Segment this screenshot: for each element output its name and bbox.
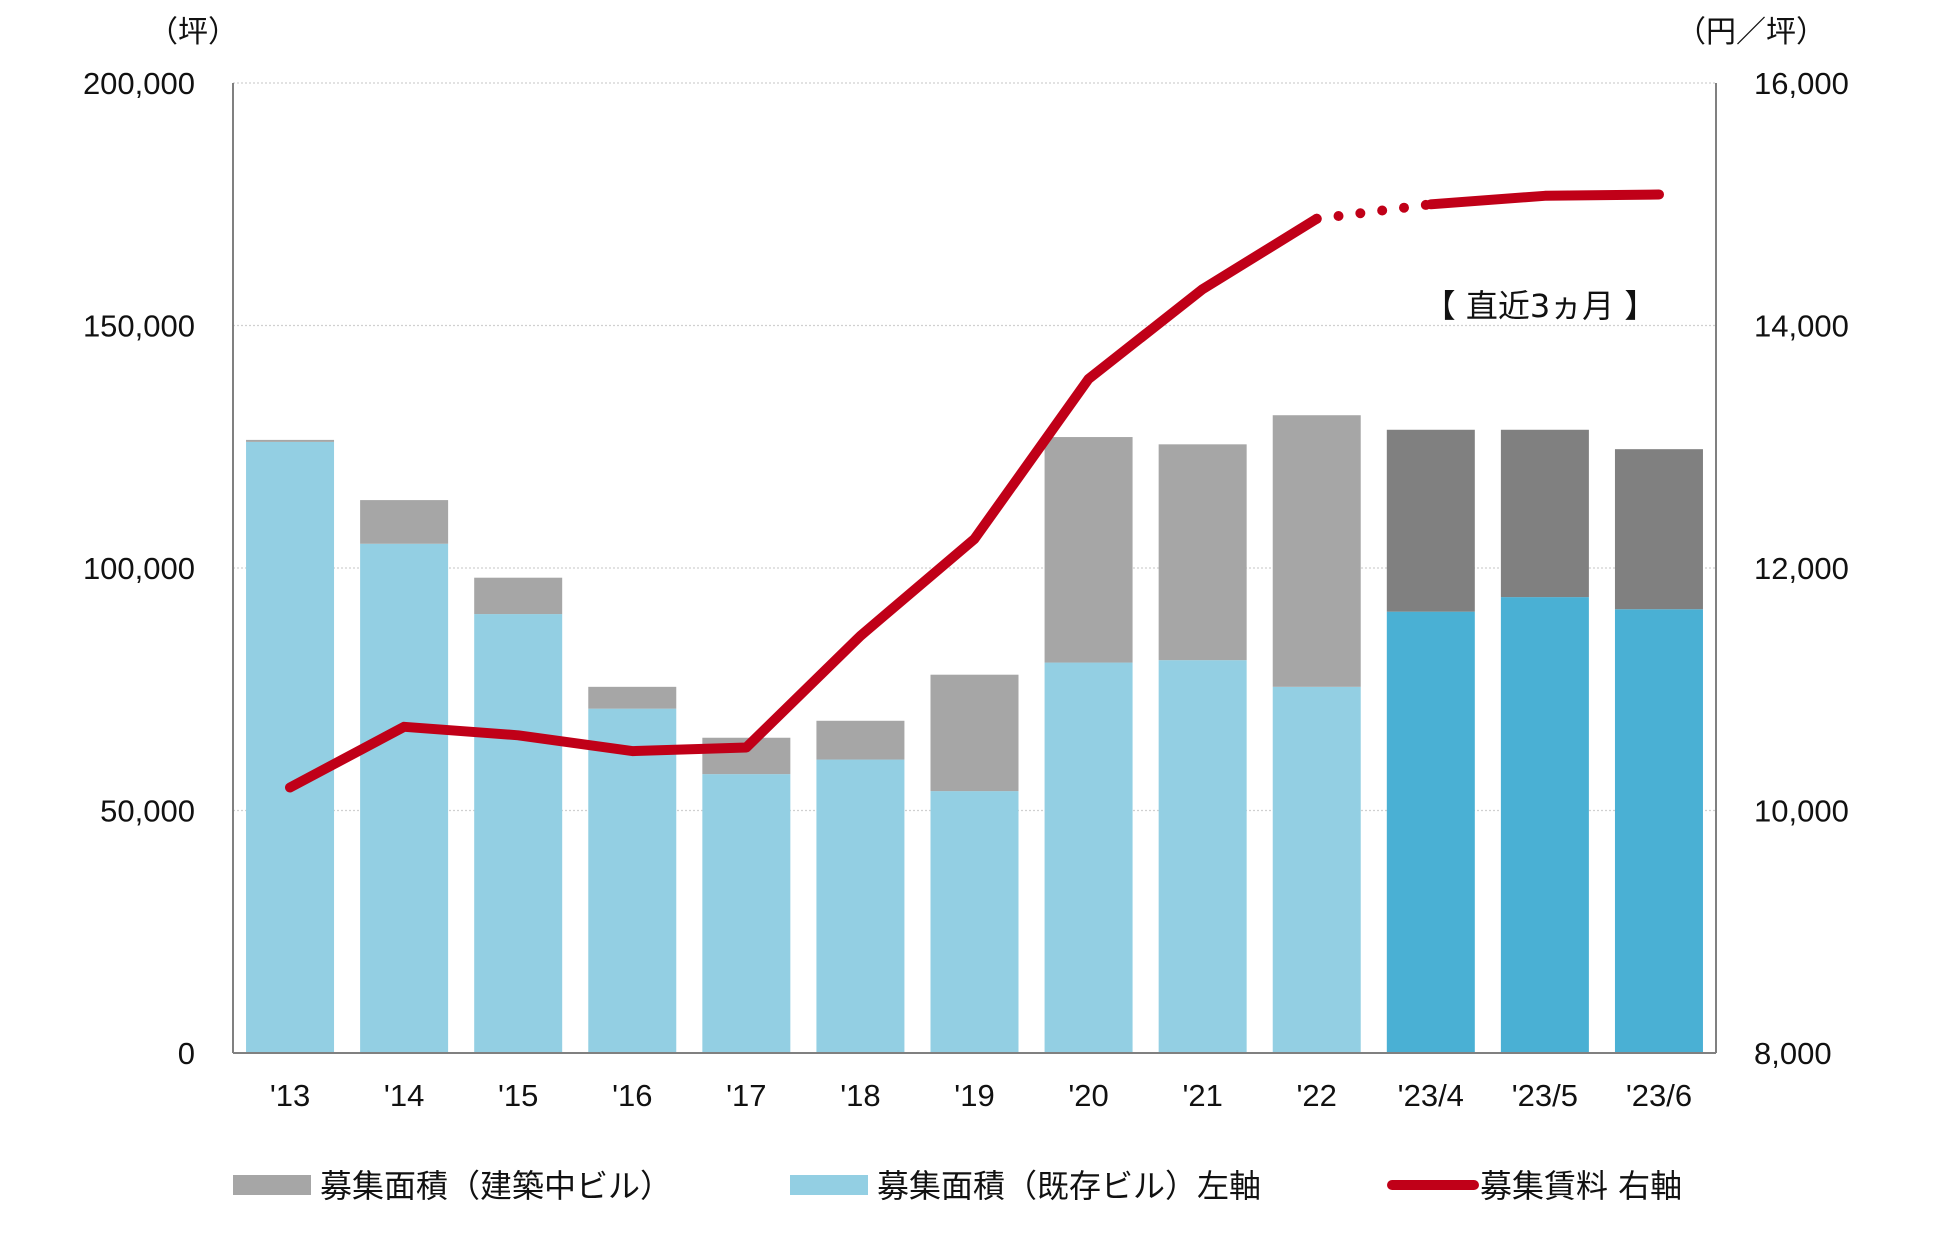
legend-label-construction: 募集面積（建築中ビル） (320, 1167, 672, 1205)
x-tick-label: '13 (270, 1078, 310, 1113)
left-tick-label: 0 (178, 1036, 195, 1071)
x-tick-label: '15 (498, 1078, 538, 1113)
legend-swatch-existing (790, 1175, 868, 1195)
right-tick-label: 12,000 (1754, 551, 1849, 586)
tick-labels: 0 50,000 100,000 150,000 200,000 8,000 10,000 1… (83, 66, 1849, 1113)
x-tick-label: '16 (612, 1078, 652, 1113)
bar-existing (930, 791, 1019, 1053)
bar-construction (1386, 429, 1475, 612)
legend-swatch-construction (233, 1175, 311, 1195)
x-tick-label: '22 (1297, 1078, 1337, 1113)
x-tick-label: '17 (726, 1078, 766, 1113)
bar-existing (246, 441, 335, 1053)
left-tick-label: 200,000 (83, 66, 195, 101)
right-tick-label: 14,000 (1754, 309, 1849, 344)
bars (246, 415, 1703, 1053)
bar-construction (588, 686, 677, 709)
legend: 募集面積（建築中ビル） 募集面積（既存ビル）左軸 募集賃料 右軸 (233, 1167, 1682, 1205)
legend-label-existing: 募集面積（既存ビル）左軸 (877, 1167, 1261, 1205)
bar-existing (1386, 611, 1475, 1053)
rent-line-gap (1311, 199, 1436, 224)
bar-existing (1158, 660, 1247, 1053)
bar-existing (474, 614, 563, 1053)
bar-existing (1614, 609, 1703, 1053)
axes (232, 83, 1717, 1054)
x-tick-label: '14 (384, 1078, 424, 1113)
left-axis-unit: （坪） (148, 15, 238, 50)
bar-existing (1272, 686, 1361, 1053)
legend-label-rent: 募集賃料 右軸 (1480, 1167, 1682, 1205)
bar-existing (588, 708, 677, 1053)
bar-construction (816, 720, 905, 760)
rent-line-recent (1425, 189, 1664, 210)
bar-construction (360, 500, 449, 544)
recent-annotation: 【 直近3ヵ月 】 (1424, 287, 1657, 325)
left-tick-label: 150,000 (83, 309, 195, 344)
bar-construction (1614, 449, 1703, 610)
bar-construction (1158, 444, 1247, 661)
bar-existing (360, 543, 449, 1053)
bar-construction (1044, 437, 1133, 663)
rent-line-annual (285, 213, 1322, 793)
right-tick-label: 10,000 (1754, 794, 1849, 829)
x-tick-label: '20 (1068, 1078, 1108, 1113)
bar-existing (1044, 662, 1133, 1053)
bar-construction (474, 577, 563, 615)
x-tick-label: '21 (1182, 1078, 1222, 1113)
x-tick-label: '23/4 (1398, 1078, 1464, 1113)
x-tick-label: '23/5 (1512, 1078, 1578, 1113)
right-tick-label: 16,000 (1754, 66, 1849, 101)
bar-existing (702, 774, 791, 1053)
bar-construction (1272, 415, 1361, 687)
bar-existing (1500, 597, 1589, 1053)
left-tick-label: 100,000 (83, 551, 195, 586)
left-tick-label: 50,000 (100, 794, 195, 829)
bar-existing (816, 759, 905, 1053)
right-axis-unit: （円／坪） (1676, 15, 1826, 50)
rent-line (285, 189, 1664, 793)
right-tick-label: 8,000 (1754, 1036, 1832, 1071)
x-tick-label: '23/6 (1626, 1078, 1692, 1113)
x-tick-label: '18 (840, 1078, 880, 1113)
x-tick-label: '19 (954, 1078, 994, 1113)
bar-construction (246, 439, 335, 442)
bar-construction (930, 674, 1019, 792)
bar-construction (1500, 429, 1589, 598)
